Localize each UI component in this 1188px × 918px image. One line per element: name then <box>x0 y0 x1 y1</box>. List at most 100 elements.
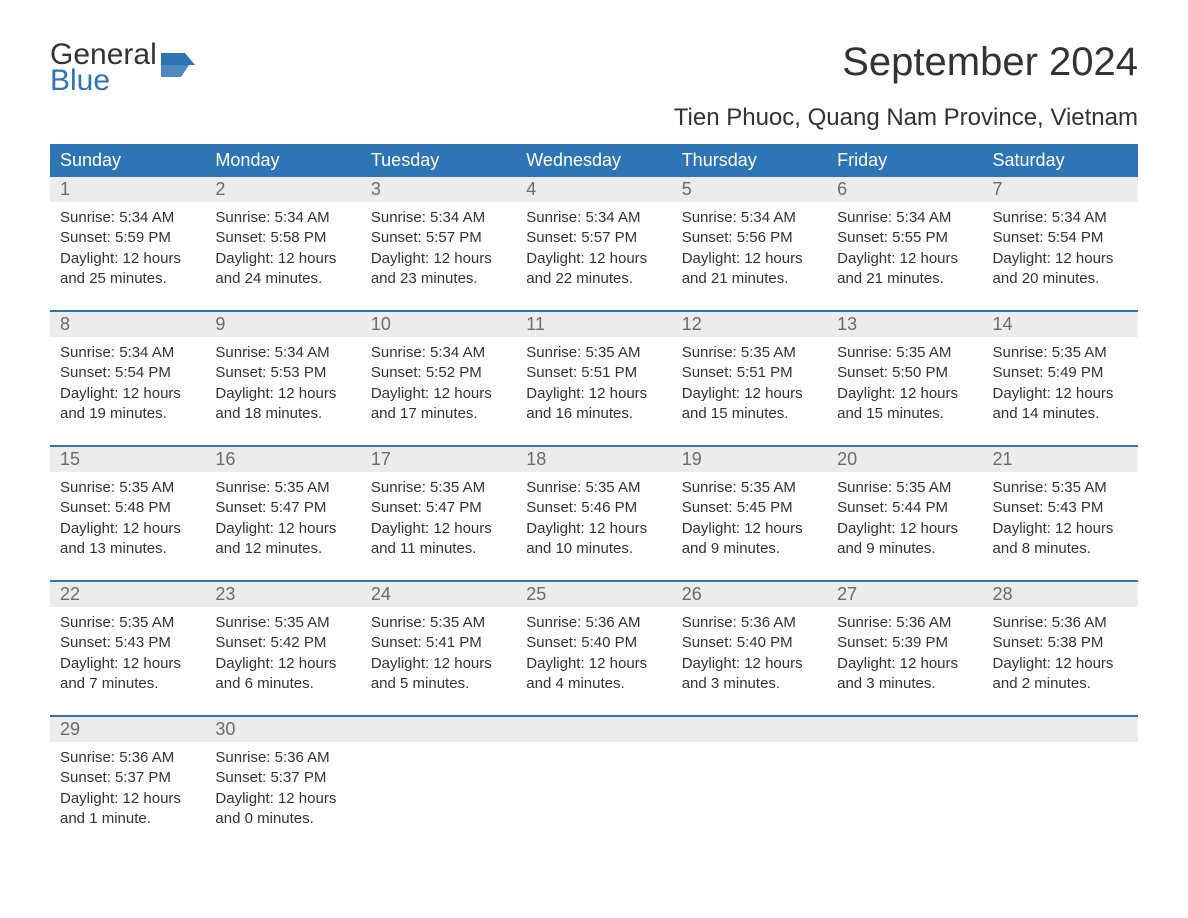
day-number: 19 <box>672 446 827 472</box>
daylight-text: Daylight: 12 hours and 3 minutes. <box>682 654 817 695</box>
day-number: 20 <box>827 446 982 472</box>
daylight-text: Daylight: 12 hours and 20 minutes. <box>993 249 1128 290</box>
day-number: 5 <box>672 177 827 202</box>
day-number <box>672 716 827 742</box>
day-cell: Sunrise: 5:34 AMSunset: 5:53 PMDaylight:… <box>205 337 360 424</box>
daylight-text: Daylight: 12 hours and 9 minutes. <box>837 519 972 560</box>
day-number <box>827 716 982 742</box>
dow-header: Sunday <box>50 144 205 177</box>
week-separator <box>50 424 1138 446</box>
day-cell: Sunrise: 5:35 AMSunset: 5:43 PMDaylight:… <box>50 607 205 694</box>
sunset-text: Sunset: 5:39 PM <box>837 633 972 653</box>
week-separator <box>50 289 1138 311</box>
sunrise-text: Sunrise: 5:35 AM <box>837 343 972 363</box>
sunrise-text: Sunrise: 5:34 AM <box>993 208 1128 228</box>
sunset-text: Sunset: 5:43 PM <box>60 633 195 653</box>
sunrise-text: Sunrise: 5:36 AM <box>60 748 195 768</box>
sunset-text: Sunset: 5:37 PM <box>215 768 350 788</box>
dow-header: Friday <box>827 144 982 177</box>
day-number: 16 <box>205 446 360 472</box>
sunrise-text: Sunrise: 5:35 AM <box>371 478 506 498</box>
sunrise-text: Sunrise: 5:35 AM <box>993 343 1128 363</box>
sunrise-text: Sunrise: 5:35 AM <box>60 613 195 633</box>
day-number: 1 <box>50 177 205 202</box>
day-cell: Sunrise: 5:34 AMSunset: 5:57 PMDaylight:… <box>361 202 516 289</box>
daylight-text: Daylight: 12 hours and 13 minutes. <box>60 519 195 560</box>
daylight-text: Daylight: 12 hours and 8 minutes. <box>993 519 1128 560</box>
daylight-text: Daylight: 12 hours and 15 minutes. <box>682 384 817 425</box>
day-cell: Sunrise: 5:34 AMSunset: 5:59 PMDaylight:… <box>50 202 205 289</box>
sunset-text: Sunset: 5:57 PM <box>526 228 661 248</box>
daylight-text: Daylight: 12 hours and 23 minutes. <box>371 249 506 290</box>
daylight-text: Daylight: 12 hours and 11 minutes. <box>371 519 506 560</box>
sunset-text: Sunset: 5:50 PM <box>837 363 972 383</box>
daylight-text: Daylight: 12 hours and 17 minutes. <box>371 384 506 425</box>
day-cell: Sunrise: 5:35 AMSunset: 5:46 PMDaylight:… <box>516 472 671 559</box>
day-number: 18 <box>516 446 671 472</box>
sunrise-text: Sunrise: 5:35 AM <box>371 613 506 633</box>
daylight-text: Daylight: 12 hours and 6 minutes. <box>215 654 350 695</box>
sunset-text: Sunset: 5:53 PM <box>215 363 350 383</box>
day-number: 10 <box>361 311 516 337</box>
daylight-text: Daylight: 12 hours and 16 minutes. <box>526 384 661 425</box>
sunrise-text: Sunrise: 5:36 AM <box>837 613 972 633</box>
day-cell: Sunrise: 5:34 AMSunset: 5:58 PMDaylight:… <box>205 202 360 289</box>
day-cell: Sunrise: 5:35 AMSunset: 5:41 PMDaylight:… <box>361 607 516 694</box>
sunrise-text: Sunrise: 5:36 AM <box>682 613 817 633</box>
sunrise-text: Sunrise: 5:34 AM <box>60 208 195 228</box>
day-cell: Sunrise: 5:35 AMSunset: 5:49 PMDaylight:… <box>983 337 1138 424</box>
daylight-text: Daylight: 12 hours and 12 minutes. <box>215 519 350 560</box>
daylight-text: Daylight: 12 hours and 2 minutes. <box>993 654 1128 695</box>
day-cell: Sunrise: 5:34 AMSunset: 5:52 PMDaylight:… <box>361 337 516 424</box>
day-number: 24 <box>361 581 516 607</box>
day-cell: Sunrise: 5:34 AMSunset: 5:55 PMDaylight:… <box>827 202 982 289</box>
day-number: 22 <box>50 581 205 607</box>
daylight-text: Daylight: 12 hours and 9 minutes. <box>682 519 817 560</box>
daylight-text: Daylight: 12 hours and 18 minutes. <box>215 384 350 425</box>
daylight-text: Daylight: 12 hours and 24 minutes. <box>215 249 350 290</box>
page-title: September 2024 <box>842 40 1138 85</box>
day-cell: Sunrise: 5:36 AMSunset: 5:40 PMDaylight:… <box>516 607 671 694</box>
day-number: 12 <box>672 311 827 337</box>
sunrise-text: Sunrise: 5:34 AM <box>371 343 506 363</box>
day-cell: Sunrise: 5:36 AMSunset: 5:39 PMDaylight:… <box>827 607 982 694</box>
daylight-text: Daylight: 12 hours and 14 minutes. <box>993 384 1128 425</box>
daylight-text: Daylight: 12 hours and 19 minutes. <box>60 384 195 425</box>
day-cell: Sunrise: 5:36 AMSunset: 5:37 PMDaylight:… <box>205 742 360 829</box>
sunrise-text: Sunrise: 5:35 AM <box>682 478 817 498</box>
day-cell: Sunrise: 5:36 AMSunset: 5:40 PMDaylight:… <box>672 607 827 694</box>
day-number: 4 <box>516 177 671 202</box>
day-cell: Sunrise: 5:35 AMSunset: 5:47 PMDaylight:… <box>361 472 516 559</box>
sunrise-text: Sunrise: 5:35 AM <box>526 343 661 363</box>
day-cell: Sunrise: 5:35 AMSunset: 5:50 PMDaylight:… <box>827 337 982 424</box>
sunrise-text: Sunrise: 5:35 AM <box>60 478 195 498</box>
day-cell: Sunrise: 5:34 AMSunset: 5:57 PMDaylight:… <box>516 202 671 289</box>
sunrise-text: Sunrise: 5:35 AM <box>215 478 350 498</box>
day-number: 11 <box>516 311 671 337</box>
sunset-text: Sunset: 5:48 PM <box>60 498 195 518</box>
sunrise-text: Sunrise: 5:36 AM <box>526 613 661 633</box>
daylight-text: Daylight: 12 hours and 25 minutes. <box>60 249 195 290</box>
day-number: 25 <box>516 581 671 607</box>
day-cell: Sunrise: 5:35 AMSunset: 5:44 PMDaylight:… <box>827 472 982 559</box>
daylight-text: Daylight: 12 hours and 5 minutes. <box>371 654 506 695</box>
sunrise-text: Sunrise: 5:34 AM <box>526 208 661 228</box>
day-cell: Sunrise: 5:36 AMSunset: 5:37 PMDaylight:… <box>50 742 205 829</box>
day-number: 17 <box>361 446 516 472</box>
day-number: 8 <box>50 311 205 337</box>
day-number: 26 <box>672 581 827 607</box>
day-number: 15 <box>50 446 205 472</box>
sunrise-text: Sunrise: 5:34 AM <box>837 208 972 228</box>
calendar-table: SundayMondayTuesdayWednesdayThursdayFrid… <box>50 144 1138 829</box>
day-number: 30 <box>205 716 360 742</box>
sunset-text: Sunset: 5:54 PM <box>60 363 195 383</box>
sunrise-text: Sunrise: 5:35 AM <box>215 613 350 633</box>
day-number: 27 <box>827 581 982 607</box>
daylight-text: Daylight: 12 hours and 4 minutes. <box>526 654 661 695</box>
day-number: 29 <box>50 716 205 742</box>
logo: General Blue <box>50 40 195 96</box>
daylight-text: Daylight: 12 hours and 21 minutes. <box>837 249 972 290</box>
sunset-text: Sunset: 5:57 PM <box>371 228 506 248</box>
day-cell: Sunrise: 5:35 AMSunset: 5:51 PMDaylight:… <box>672 337 827 424</box>
sunrise-text: Sunrise: 5:34 AM <box>682 208 817 228</box>
